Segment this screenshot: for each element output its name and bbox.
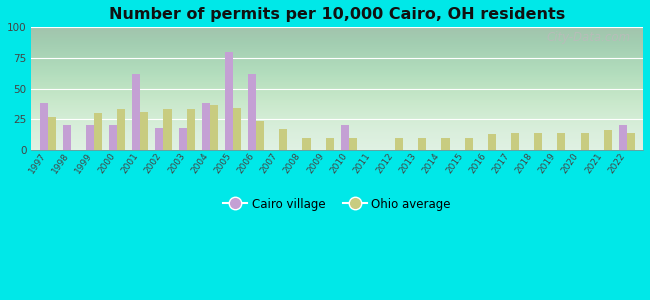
Bar [132,74,140,150]
Bar [580,133,589,150]
Bar [419,138,426,150]
Bar [619,125,627,150]
Bar [441,138,450,150]
Bar [465,138,473,150]
Bar [326,138,333,150]
Bar [140,112,148,150]
Bar [604,130,612,150]
Bar [511,133,519,150]
Bar [94,113,102,150]
Bar [202,103,210,150]
Bar [179,128,187,150]
Bar [557,133,566,150]
Bar [395,138,403,150]
Bar [47,117,56,150]
Bar [256,121,265,150]
Bar [40,103,47,150]
Bar [349,138,357,150]
Bar [302,138,311,150]
Bar [627,133,635,150]
Bar [488,134,496,150]
Bar [86,125,94,150]
Bar [248,74,256,150]
Bar [62,125,71,150]
Bar [341,125,349,150]
Bar [109,125,117,150]
Bar [534,133,542,150]
Bar [164,110,172,150]
Bar [225,52,233,150]
Legend: Cairo village, Ohio average: Cairo village, Ohio average [219,193,456,215]
Bar [187,110,195,150]
Bar [233,108,241,150]
Bar [155,128,164,150]
Text: City-Data.com: City-Data.com [547,31,630,44]
Title: Number of permits per 10,000 Cairo, OH residents: Number of permits per 10,000 Cairo, OH r… [109,7,566,22]
Bar [280,129,287,150]
Bar [210,105,218,150]
Bar [117,110,125,150]
